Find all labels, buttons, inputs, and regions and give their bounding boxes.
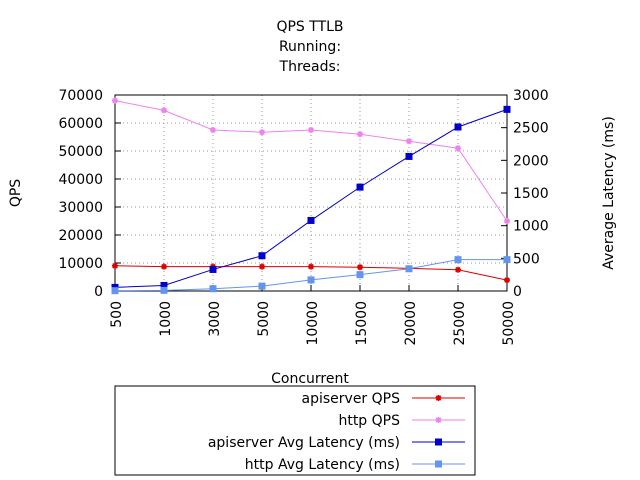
x-tick-label: 500 <box>109 301 125 328</box>
data-point <box>406 138 412 145</box>
data-point <box>160 281 168 289</box>
data-point <box>160 286 168 294</box>
data-point <box>454 256 462 264</box>
data-point <box>112 262 118 269</box>
legend-swatch-marker <box>435 438 442 446</box>
data-point <box>503 105 511 113</box>
chart-title-line-1: QPS TTLB <box>276 19 343 35</box>
series-1 <box>112 97 510 224</box>
y-left-tick-label: 0 <box>94 284 103 300</box>
x-tick-label: 10000 <box>305 301 321 346</box>
y-right-tick-label: 1500 <box>513 186 549 202</box>
series-3 <box>111 256 511 295</box>
data-point <box>210 127 216 133</box>
legend-label: http Avg Latency (ms) <box>245 457 400 473</box>
data-point <box>455 145 461 152</box>
y-left-tick-label: 10000 <box>58 256 103 272</box>
data-point <box>357 264 363 271</box>
x-axis-label: Concurrent <box>271 371 349 387</box>
data-point <box>258 282 266 290</box>
data-point <box>356 183 364 191</box>
data-point <box>209 265 217 273</box>
series-line <box>114 100 508 222</box>
chart-title-line-2: Running: <box>279 39 341 55</box>
y-right-tick-label: 500 <box>513 251 540 267</box>
data-point <box>259 129 265 136</box>
data-point <box>307 276 315 284</box>
data-point <box>307 216 315 224</box>
x-tick-label: 5000 <box>256 301 272 337</box>
x-tick-label: 3000 <box>207 301 223 337</box>
data-point <box>455 266 461 273</box>
y-right-axis-label: Average Latency (ms) <box>601 116 617 270</box>
y-right-tick-label: 3000 <box>513 88 549 104</box>
data-point <box>308 263 314 270</box>
y-left-tick-label: 40000 <box>58 172 103 188</box>
y-left-axis-label: QPS <box>8 179 24 207</box>
x-tick-label: 50000 <box>501 301 517 346</box>
y-right-tick-label: 2500 <box>513 121 549 137</box>
legend-label: apiserver QPS <box>302 391 401 407</box>
data-point <box>111 287 119 295</box>
legend-label: apiserver Avg Latency (ms) <box>208 435 400 451</box>
data-point <box>454 123 462 131</box>
data-point <box>112 97 118 104</box>
x-tick-label: 1000 <box>158 301 174 337</box>
series-layer <box>111 97 511 295</box>
data-point <box>504 218 510 224</box>
data-point <box>161 263 167 270</box>
y-right-tick-label: 1000 <box>513 219 549 235</box>
legend-swatch-marker <box>435 395 442 401</box>
x-tick-label: 20000 <box>403 301 419 346</box>
data-point <box>259 263 265 270</box>
y-left-tick-label: 30000 <box>58 200 103 216</box>
y-left-tick-label: 20000 <box>58 228 103 244</box>
data-point <box>504 277 510 284</box>
data-point <box>161 107 167 114</box>
y-right-tick-label: 2000 <box>513 153 549 169</box>
legend-label: http QPS <box>338 413 400 429</box>
data-point <box>209 285 217 293</box>
legend: apiserver QPS http QPS apiserver Avg Laten… <box>114 385 476 476</box>
data-point <box>405 265 413 273</box>
data-point <box>503 256 511 264</box>
chart-title-line-3: Threads: <box>279 59 341 75</box>
data-point <box>357 131 363 138</box>
x-tick-label: 25000 <box>452 301 468 346</box>
y-left-tick-label: 60000 <box>58 116 103 132</box>
legend-swatch-marker <box>435 460 442 468</box>
data-point <box>308 127 314 133</box>
chart-title: QPS TTLB Running: Threads: <box>276 19 343 75</box>
series-line <box>114 108 508 288</box>
legend-box <box>114 385 476 476</box>
legend-swatch-marker <box>435 417 442 423</box>
x-tick-label: 15000 <box>354 301 370 346</box>
y-left-tick-label: 70000 <box>58 88 103 104</box>
data-point <box>258 252 266 260</box>
axes: 0100002000030000400005000060000700000500… <box>58 88 548 346</box>
data-point <box>405 152 413 160</box>
y-right-tick-label: 0 <box>513 284 522 300</box>
y-left-tick-label: 50000 <box>58 144 103 160</box>
data-point <box>356 271 364 279</box>
